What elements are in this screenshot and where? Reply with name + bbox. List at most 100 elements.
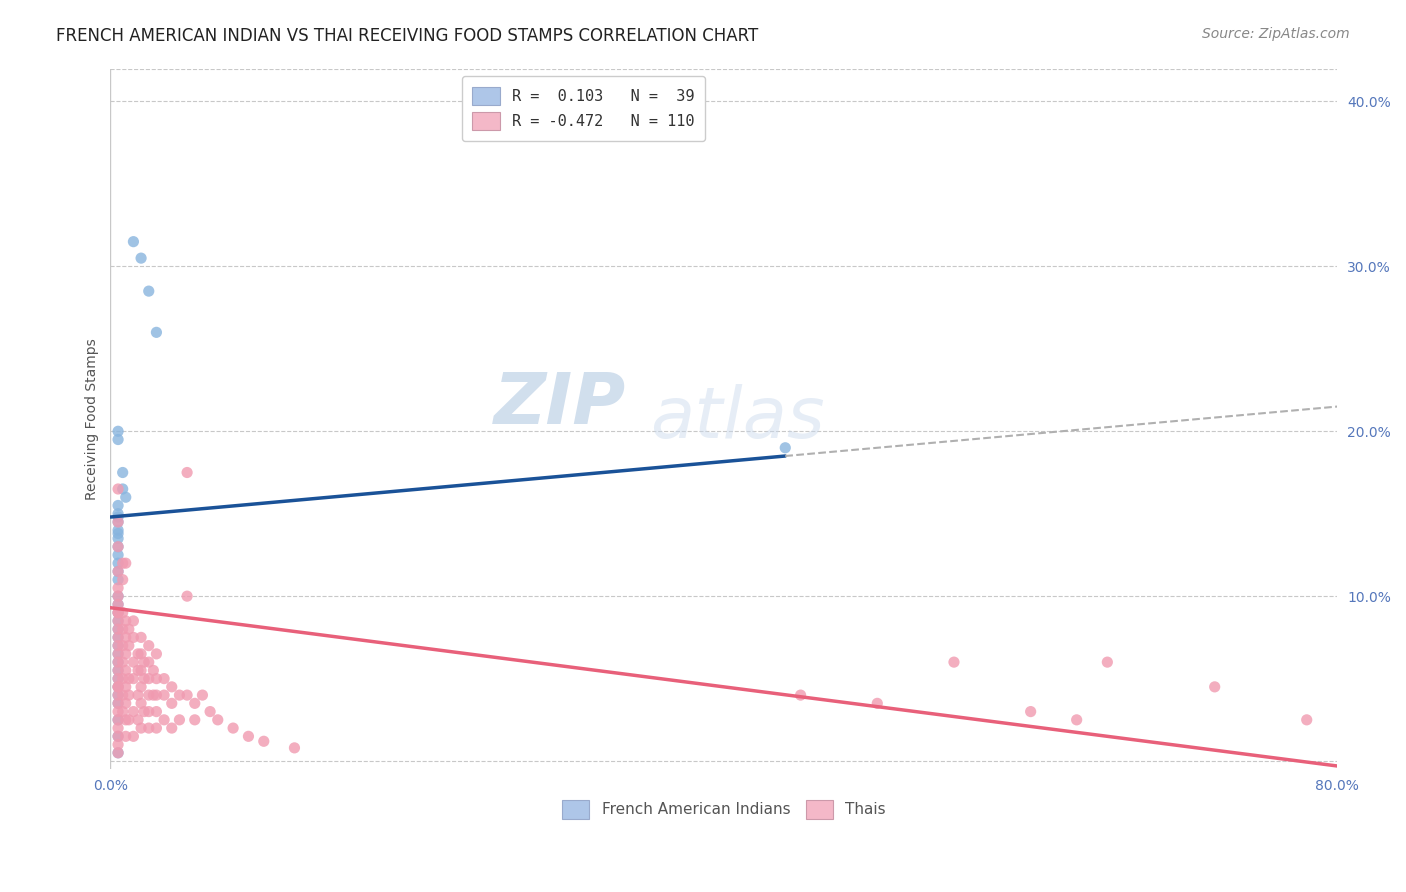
Point <box>107 672 129 686</box>
Point <box>107 721 129 735</box>
Point <box>107 713 129 727</box>
Point <box>107 697 129 711</box>
Point <box>107 639 129 653</box>
Point <box>107 606 129 620</box>
Point <box>107 664 129 678</box>
Point <box>107 647 129 661</box>
Point <box>107 424 129 438</box>
Point <box>160 697 183 711</box>
Point <box>789 688 811 702</box>
Point <box>107 622 129 636</box>
Point <box>238 729 260 743</box>
Point <box>942 655 965 669</box>
Point <box>283 740 305 755</box>
Text: ZIP: ZIP <box>494 370 626 440</box>
Point <box>222 721 245 735</box>
Point <box>114 713 136 727</box>
Point <box>107 655 129 669</box>
Point <box>111 606 134 620</box>
Point <box>169 688 191 702</box>
Point <box>134 705 156 719</box>
Point <box>118 688 141 702</box>
Point <box>107 565 129 579</box>
Point <box>107 589 129 603</box>
Point <box>111 466 134 480</box>
Point <box>111 655 134 669</box>
Point <box>111 639 134 653</box>
Point <box>111 688 134 702</box>
Point <box>866 697 889 711</box>
Point <box>153 688 176 702</box>
Point <box>127 713 149 727</box>
Text: Source: ZipAtlas.com: Source: ZipAtlas.com <box>1202 27 1350 41</box>
Point <box>111 672 134 686</box>
Legend: French American Indians, Thais: French American Indians, Thais <box>555 794 891 825</box>
Point <box>775 441 797 455</box>
Point <box>122 631 145 645</box>
Point <box>107 510 129 524</box>
Point <box>107 688 129 702</box>
Point <box>114 697 136 711</box>
Point <box>107 680 129 694</box>
Point <box>184 713 207 727</box>
Point <box>114 490 136 504</box>
Point <box>160 680 183 694</box>
Point <box>129 647 152 661</box>
Point <box>122 672 145 686</box>
Point <box>145 721 167 735</box>
Point <box>107 729 129 743</box>
Point <box>138 705 160 719</box>
Point <box>118 713 141 727</box>
Point <box>107 598 129 612</box>
Point <box>114 680 136 694</box>
Point <box>127 664 149 678</box>
Point <box>1066 713 1088 727</box>
Point <box>107 688 129 702</box>
Point <box>111 705 134 719</box>
Point <box>153 713 176 727</box>
Point <box>160 721 183 735</box>
Point <box>138 639 160 653</box>
Point <box>129 680 152 694</box>
Point <box>107 729 129 743</box>
Point <box>129 664 152 678</box>
Point <box>107 540 129 554</box>
Point <box>118 672 141 686</box>
Point <box>107 548 129 562</box>
Point <box>1295 713 1317 727</box>
Point <box>153 672 176 686</box>
Point <box>138 284 160 298</box>
Point <box>253 734 276 748</box>
Point <box>107 606 129 620</box>
Point <box>114 647 136 661</box>
Point <box>107 647 129 661</box>
Point <box>107 672 129 686</box>
Point <box>107 540 129 554</box>
Point <box>129 251 152 265</box>
Point <box>129 697 152 711</box>
Point <box>107 573 129 587</box>
Point <box>142 664 165 678</box>
Point <box>114 664 136 678</box>
Point <box>138 672 160 686</box>
Point <box>176 466 198 480</box>
Point <box>107 705 129 719</box>
Point <box>122 655 145 669</box>
Point <box>107 532 129 546</box>
Point <box>111 482 134 496</box>
Point <box>1097 655 1119 669</box>
Point <box>127 688 149 702</box>
Point <box>118 622 141 636</box>
Point <box>107 565 129 579</box>
Point <box>107 664 129 678</box>
Point <box>191 688 214 702</box>
Point <box>107 507 129 521</box>
Point <box>107 614 129 628</box>
Point <box>145 647 167 661</box>
Point <box>107 631 129 645</box>
Point <box>107 606 129 620</box>
Point <box>134 672 156 686</box>
Point <box>107 523 129 537</box>
Point <box>145 672 167 686</box>
Point <box>145 688 167 702</box>
